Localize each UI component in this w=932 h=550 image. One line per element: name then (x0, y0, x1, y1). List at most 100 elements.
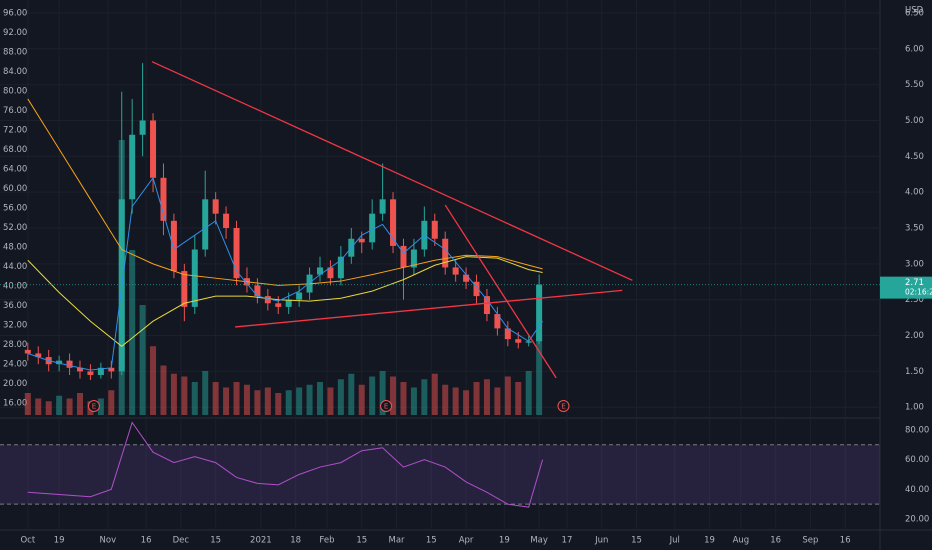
candle-body (56, 360, 63, 365)
candle-body (369, 213, 376, 243)
volume-bar (202, 371, 209, 415)
y2-tick-label: 84.00 (3, 67, 27, 77)
volume-bar (442, 384, 449, 415)
volume-bar (306, 384, 313, 415)
candle-body (337, 256, 344, 279)
candle-body (452, 267, 459, 275)
x-tick-label: 15 (426, 536, 437, 546)
last-price-box (880, 276, 932, 299)
y2-tick-label: 20.00 (3, 379, 27, 389)
volume-bar (515, 382, 522, 415)
y2-tick-label: 76.00 (3, 106, 27, 116)
candle-body (473, 281, 480, 297)
event-label: E (561, 403, 565, 411)
x-tick-label: 19 (704, 536, 715, 546)
moving-average (27, 256, 543, 347)
event-marker (557, 400, 570, 412)
candle-body (536, 284, 543, 342)
candle-body (170, 220, 177, 272)
candle-body (483, 296, 490, 315)
y2-tick-label: 36.00 (3, 301, 27, 311)
candle-body (504, 328, 511, 340)
x-tick-label: 2021 (250, 536, 272, 546)
volume-bar (296, 387, 303, 415)
volume-bar (327, 387, 334, 415)
volume-bar (129, 250, 136, 415)
countdown: 02:16:26 (905, 288, 932, 297)
candle-body (150, 120, 157, 178)
x-tick-label: 16 (770, 536, 781, 546)
candle-body (139, 120, 146, 135)
candle-body (442, 238, 449, 268)
volume-bar (463, 390, 470, 415)
x-tick-label: May (530, 536, 548, 546)
volume-bar (285, 390, 292, 415)
event-marker (87, 400, 100, 412)
y2-tick-label: 64.00 (3, 165, 27, 175)
x-tick-label: Dec (173, 536, 190, 546)
y-tick-label: 1.00 (905, 403, 924, 413)
candle-body (223, 213, 230, 228)
volume-bar (473, 382, 480, 415)
x-tick-label: Aug (733, 536, 750, 546)
candle-body (212, 199, 219, 214)
y2-tick-label: 72.00 (3, 126, 27, 136)
x-tick-label: 19 (54, 536, 65, 546)
y-tick-label: 6.00 (905, 44, 924, 54)
last-price-label: 2.71 (905, 278, 924, 288)
y2-tick-label: 92.00 (3, 28, 27, 38)
candle-body (108, 367, 115, 372)
volume-bar (24, 393, 31, 415)
candle-body (77, 367, 83, 372)
volume-bar (45, 401, 52, 415)
volume-bar (348, 373, 355, 415)
x-tick-label: Sep (802, 536, 818, 546)
candle-body (160, 177, 167, 221)
x-tick-label: 16 (840, 536, 851, 546)
candle-body (202, 199, 209, 250)
volume-bar (181, 376, 188, 415)
candle-body (275, 303, 282, 307)
candle-body (97, 367, 104, 375)
volume-bar (390, 376, 397, 415)
event-marker (380, 400, 393, 412)
candle-body (494, 314, 501, 329)
candle-body (515, 339, 522, 343)
volume-bar (97, 398, 104, 415)
volume-bar (254, 390, 261, 415)
x-tick-label: Oct (20, 536, 35, 546)
y2-tick-label: 28.00 (3, 340, 27, 350)
y-tick-label: 5.00 (905, 116, 924, 126)
y2-tick-label: 96.00 (3, 9, 27, 19)
volume-bar (223, 387, 230, 415)
volume-bar (536, 332, 543, 415)
moving-average (27, 98, 543, 286)
trendline (444, 204, 557, 379)
x-tick-label: Nov (100, 536, 117, 546)
x-tick-label: 19 (499, 536, 510, 546)
x-tick-label: Jul (669, 536, 680, 546)
candle-body (327, 267, 334, 279)
candle-body (129, 134, 136, 200)
volume-bar (369, 376, 376, 415)
y-tick-label: 6.50 (905, 8, 924, 18)
y-tick-label: 5.50 (905, 80, 924, 90)
y2-tick-label: 48.00 (3, 242, 27, 252)
x-tick-label: Feb (319, 536, 334, 546)
y-tick-label: 1.50 (905, 367, 924, 377)
candle-body (431, 220, 438, 239)
volume-bar (421, 379, 428, 415)
trendline (235, 289, 623, 328)
candle-body (254, 285, 261, 297)
volume-bar (243, 384, 250, 415)
rsi-tick-label: 20.00 (905, 515, 929, 525)
volume-bar (275, 393, 282, 415)
volume-bar (400, 382, 407, 415)
volume-bar (525, 371, 532, 415)
candle-body (296, 292, 303, 300)
y2-tick-label: 24.00 (3, 359, 27, 369)
rsi-tick-label: 80.00 (905, 425, 929, 435)
candle-body (317, 267, 323, 275)
y2-tick-label: 44.00 (3, 262, 27, 272)
candle-body (233, 228, 240, 279)
